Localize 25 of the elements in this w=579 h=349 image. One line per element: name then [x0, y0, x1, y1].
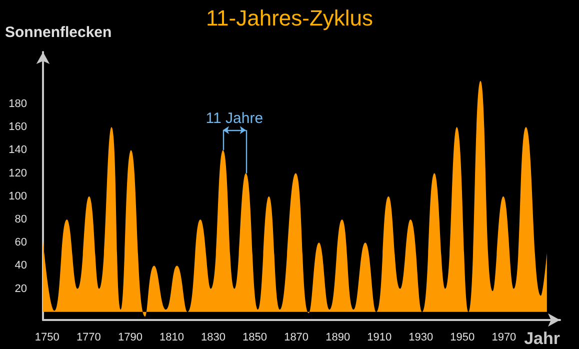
annotation: 11 Jahre — [206, 110, 264, 128]
chart-title: 11-Jahres-Zyklus — [206, 6, 374, 30]
y-tick-label: 60 — [14, 236, 27, 249]
x-tick-label: 1930 — [408, 332, 434, 344]
x-tick-label: 1890 — [326, 332, 350, 344]
x-axis-title: Jahr — [524, 329, 560, 348]
y-tick-label: 80 — [14, 214, 27, 226]
y-tick-label: 20 — [14, 282, 27, 295]
x-tick-label: 1810 — [159, 332, 184, 344]
y-tick-label: 180 — [8, 98, 27, 110]
x-tick-label: 1950 — [450, 332, 475, 344]
y-tick-label: 140 — [8, 144, 27, 156]
x-tick-label: 1750 — [34, 332, 60, 344]
y-tick-label: 40 — [14, 260, 27, 272]
x-tick-label: 1910 — [367, 332, 392, 344]
x-tick-label: 1830 — [201, 332, 226, 344]
x-tick-label: 1970 — [492, 332, 516, 344]
x-tick-label: 1870 — [284, 332, 309, 344]
y-tick-label: 100 — [8, 190, 27, 202]
x-tick-label: 1790 — [118, 332, 142, 344]
y-tick-label: 120 — [8, 167, 27, 180]
x-tick-label: 1770 — [76, 332, 101, 344]
x-tick-label: 1850 — [242, 332, 268, 344]
y-tick-label: 160 — [8, 121, 27, 134]
y-axis-title: Sonnenflecken — [5, 24, 112, 41]
